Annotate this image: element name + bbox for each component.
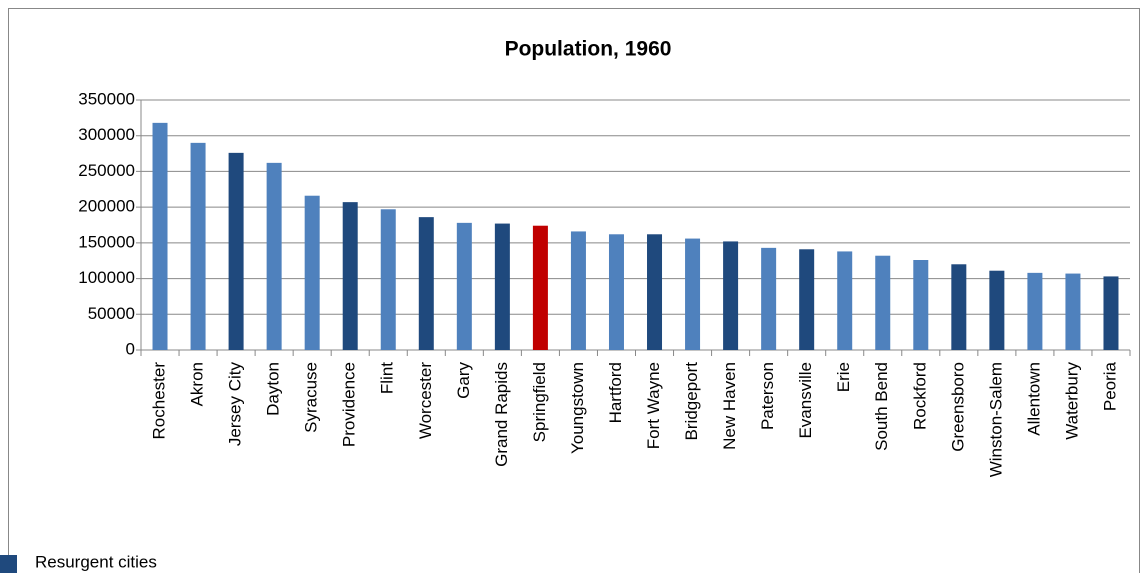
bar <box>152 122 168 350</box>
x-tick-label: Bridgeport <box>682 362 701 441</box>
x-tick-label: Winston-Salem <box>986 362 1005 477</box>
bar <box>494 223 510 350</box>
bar <box>190 142 206 350</box>
bar <box>304 195 320 350</box>
x-tick-label: Springfield <box>530 362 549 442</box>
x-tick-label: Providence <box>340 362 359 447</box>
bar <box>913 260 929 350</box>
y-tick-label: 300000 <box>78 125 135 144</box>
bar <box>1027 272 1043 350</box>
bar <box>875 255 891 350</box>
bar <box>647 234 663 350</box>
x-tick-label: Flint <box>378 362 397 394</box>
bar <box>266 162 282 350</box>
bar <box>837 251 853 350</box>
x-tick-label: Peoria <box>1100 361 1119 411</box>
y-tick-label: 250000 <box>78 161 135 180</box>
x-tick-label: Worcester <box>416 362 435 439</box>
y-tick-label: 350000 <box>78 89 135 108</box>
bar <box>228 152 244 350</box>
bar <box>1103 276 1119 350</box>
y-tick-label: 150000 <box>78 232 135 251</box>
bar <box>989 270 1005 350</box>
x-tick-label: Greensboro <box>948 362 967 452</box>
bar <box>342 202 358 350</box>
x-tick-label: Rockford <box>910 362 929 430</box>
bar <box>723 241 739 350</box>
x-tick-label: Waterbury <box>1062 362 1081 440</box>
legend-swatch <box>0 555 17 573</box>
bar <box>608 234 624 350</box>
x-tick-label: Fort Wayne <box>644 362 663 449</box>
x-tick-label: Evansville <box>796 362 815 439</box>
x-tick-label: Gary <box>454 362 473 399</box>
x-tick-label: Paterson <box>758 362 777 430</box>
bar <box>456 222 472 350</box>
y-tick-label: 100000 <box>78 268 135 287</box>
y-tick-label: 50000 <box>88 304 135 323</box>
x-tick-label: New Haven <box>720 362 739 450</box>
x-tick-label: Syracuse <box>302 362 321 433</box>
chart-title: Population, 1960 <box>505 38 672 61</box>
x-tick-label: Rochester <box>150 362 169 440</box>
x-tick-label: Allentown <box>1024 362 1043 436</box>
x-tick-label: Youngstown <box>568 362 587 454</box>
bar <box>761 247 777 350</box>
x-tick-label: South Bend <box>872 362 891 451</box>
y-tick-label: 0 <box>126 339 135 358</box>
x-tick-label: Akron <box>188 362 207 406</box>
y-tick-label: 200000 <box>78 197 135 216</box>
bar <box>951 264 967 350</box>
x-tick-label: Hartford <box>606 362 625 423</box>
bar <box>532 225 548 350</box>
x-tick-label: Jersey City <box>226 362 245 447</box>
x-tick-label: Dayton <box>264 362 283 416</box>
x-tick-label: Grand Rapids <box>492 362 511 467</box>
x-tick-label: Erie <box>834 362 853 392</box>
bar <box>418 217 434 350</box>
bar <box>380 209 396 350</box>
bar <box>570 231 586 350</box>
bar <box>685 238 701 350</box>
bar <box>1065 273 1081 350</box>
bar <box>799 249 815 350</box>
legend-label: Resurgent cities <box>35 552 157 571</box>
